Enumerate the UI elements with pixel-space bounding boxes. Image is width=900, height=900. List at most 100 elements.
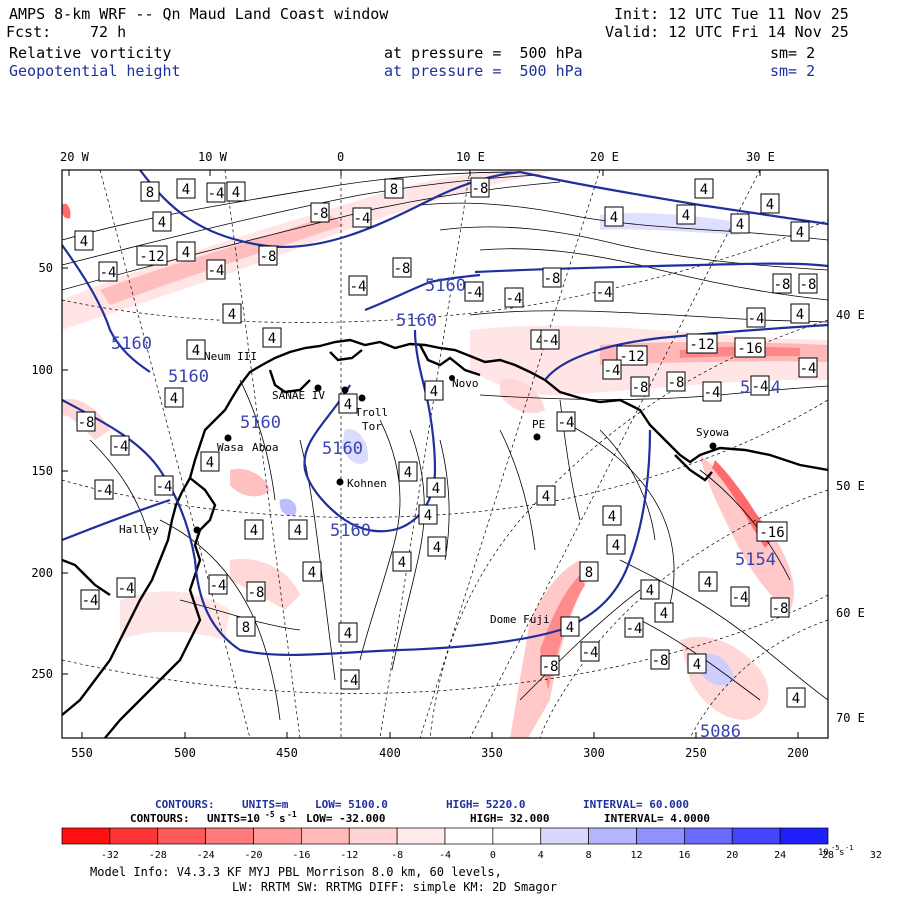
vorticity-label-positive: 4 xyxy=(244,519,264,540)
vorticity-label-positive-text: 4 xyxy=(432,481,440,497)
vorticity-label-positive: 4 xyxy=(74,230,94,251)
vorticity-label-positive-text: 4 xyxy=(796,225,804,241)
svg-text:-5: -5 xyxy=(831,844,839,852)
vorticity-label-negative: -4 xyxy=(750,375,770,396)
lon-label: 30 E xyxy=(746,150,775,164)
vorticity-label-negative: -4 xyxy=(348,275,368,296)
vorticity-label-positive-text: 4 xyxy=(80,234,88,250)
vorticity-label-negative-text: -4 xyxy=(604,363,621,379)
contours2-high: HIGH= 32.000 xyxy=(470,812,549,825)
vorticity-label-positive-text: 8 xyxy=(585,565,593,581)
contours1-units: UNITS=m xyxy=(242,798,289,811)
vorticity-label-negative-text: -4 xyxy=(596,285,613,301)
vorticity-label-positive-text: 4 xyxy=(398,555,406,571)
vorticity-label-positive-text: 4 xyxy=(158,215,166,231)
model-info-line1: Model Info: V4.3.3 KF MYJ PBL Morrison 8… xyxy=(90,865,502,879)
vorticity-label-negative: -4 xyxy=(702,381,722,402)
vorticity-label-positive: 4 xyxy=(152,211,172,232)
station-label: Halley xyxy=(119,523,159,536)
vorticity-label-positive: 4 xyxy=(654,602,674,623)
vorticity-label-positive: 8 xyxy=(236,616,256,637)
vorticity-label-negative-text: -8 xyxy=(772,601,789,617)
vorticity-label-negative: -4 xyxy=(730,586,750,607)
contours2-units-sexp: -1 xyxy=(287,810,297,819)
vorticity-label-negative-text: -8 xyxy=(544,271,561,287)
height-label: 5160 xyxy=(330,521,371,541)
vorticity-label-positive: 4 xyxy=(790,303,810,324)
field2-level: at pressure = 500 hPa xyxy=(384,62,583,80)
vorticity-label-positive: 4 xyxy=(604,206,624,227)
vorticity-label-positive-text: 4 xyxy=(796,307,804,323)
vorticity-label-negative: -8 xyxy=(392,257,412,278)
colorbar-tick-label: -16 xyxy=(292,850,310,861)
station-label: Wasa xyxy=(217,441,244,454)
station-label: Aboa xyxy=(252,441,279,454)
colorbar-unit: 10 -5 s -1 xyxy=(818,844,853,858)
vorticity-label-positive-text: 4 xyxy=(206,455,214,471)
vorticity-label-negative: -4 xyxy=(208,574,228,595)
lon-label: 10 W xyxy=(198,150,228,164)
height-label: 5160 xyxy=(111,334,152,354)
colorbar-ticks: -32 -28 -24 -20 -16 -12 -8 -4 0 4 8 12 16 20 24 28 32 xyxy=(101,850,882,861)
colorbar-cell xyxy=(779,827,829,845)
station-label: Troll xyxy=(355,406,388,419)
vorticity-label-positive-text: 4 xyxy=(646,583,654,599)
vorticity-label-negative-text: -8 xyxy=(542,659,559,675)
colorbar-tick-label: -12 xyxy=(340,850,358,861)
vorticity-label-positive: 4 xyxy=(302,561,322,582)
station-label: Tor xyxy=(362,420,382,433)
x-label: 200 xyxy=(787,746,809,760)
left-axis-labels: 50 100 150 200 250 xyxy=(31,261,53,681)
forecast-hour: 72 h xyxy=(90,23,127,41)
vorticity-label-positive-text: 4 xyxy=(404,465,412,481)
colorbar-tick-label: 12 xyxy=(630,850,642,861)
colorbar-tick-label: 24 xyxy=(774,850,786,861)
height-labels: 5160 5160 5160 5160 5160 5160 5160 5174 … xyxy=(111,276,781,738)
lon-label: 50 E xyxy=(836,479,865,493)
x-label: 300 xyxy=(583,746,605,760)
vorticity-label-positive-text: 8 xyxy=(242,620,250,636)
vorticity-label-negative: -4 xyxy=(540,329,560,350)
right-longitude-labels: 40 E 50 E 60 E 70 E xyxy=(836,308,865,725)
vorticity-label-negative: -4 xyxy=(206,259,226,280)
vorticity-label-positive: 4 xyxy=(698,571,718,592)
vorticity-label-positive-text: 4 xyxy=(170,391,178,407)
colorbar-tick-label: -28 xyxy=(149,850,167,861)
vorticity-label-positive-text: 4 xyxy=(612,538,620,554)
vorticity-label-negative: -4 xyxy=(504,287,524,308)
lon-label: 20 E xyxy=(590,150,619,164)
contours2-interval: INTERVAL= 4.0000 xyxy=(604,812,710,825)
height-label: 5160 xyxy=(322,439,363,459)
station-label: Novo xyxy=(452,377,479,390)
vorticity-label-positive-text: 4 xyxy=(424,508,432,524)
vorticity-label-negative-text: -4 xyxy=(100,265,117,281)
vorticity-label-negative-text: -4 xyxy=(466,285,483,301)
vorticity-label-negative: -4 xyxy=(98,261,118,282)
x-label: 450 xyxy=(276,746,298,760)
vorticity-label-negative-text: -4 xyxy=(208,186,225,202)
vorticity-label-negative: -8 xyxy=(650,649,670,670)
height-label: 5160 xyxy=(168,367,209,387)
contours1-interval: INTERVAL= 60.000 xyxy=(583,798,689,811)
colorbar-cell xyxy=(396,827,446,845)
vorticity-label-positive-text: 4 xyxy=(182,245,190,261)
vorticity-label-negative-text: -8 xyxy=(632,380,649,396)
vorticity-label-positive: 4 xyxy=(560,616,580,637)
colorbar-cell xyxy=(636,827,685,845)
contours2-units: UNITS=10 xyxy=(207,812,260,825)
vorticity-label-positive: 4 xyxy=(730,213,750,234)
vorticity-label-negative-text: -4 xyxy=(118,581,135,597)
forecast-label: Fcst: xyxy=(6,23,52,41)
vorticity-label-negative-text: -4 xyxy=(506,291,523,307)
vorticity-label-negative: -8 xyxy=(246,581,266,602)
lon-label: 60 E xyxy=(836,606,865,620)
colorbar-cell xyxy=(205,827,254,845)
height-label: 5160 xyxy=(240,413,281,433)
vorticity-label-negative: -4 xyxy=(154,475,174,496)
vorticity-label-negative-text: -16 xyxy=(759,525,784,541)
colorbar-cell xyxy=(348,827,398,845)
vorticity-label-positive: 4 xyxy=(424,380,444,401)
vorticity-label-positive: 4 xyxy=(640,579,660,600)
